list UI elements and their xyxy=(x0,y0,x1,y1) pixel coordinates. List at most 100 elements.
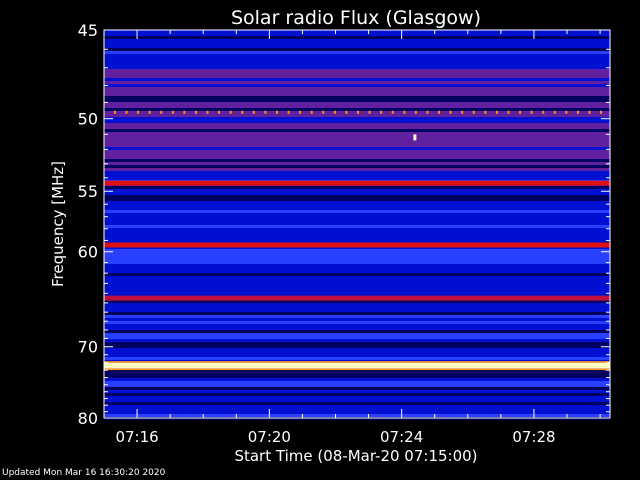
interference-dot xyxy=(229,110,232,114)
x-axis: 07:16 07:20 07:24 07:28 xyxy=(103,30,601,446)
heatmap-row xyxy=(104,150,610,153)
interference-dot xyxy=(495,110,498,114)
heatmap-row xyxy=(104,69,610,72)
heatmap-row xyxy=(104,132,610,135)
heatmap-row xyxy=(104,300,610,303)
heatmap-row xyxy=(104,186,610,189)
heatmap-row xyxy=(104,381,610,384)
heatmap-row xyxy=(104,252,610,255)
heatmap-row xyxy=(104,309,610,312)
heatmap-row xyxy=(104,228,610,231)
heatmap-row xyxy=(104,282,610,285)
heatmap-row xyxy=(104,219,610,222)
heatmap-row xyxy=(104,162,610,165)
heatmap-row xyxy=(104,144,610,147)
heatmap-row xyxy=(104,117,610,120)
heatmap-row xyxy=(104,54,610,57)
heatmap-row xyxy=(104,285,610,288)
heatmap-row xyxy=(104,135,610,138)
interference-dot xyxy=(357,110,359,114)
heatmap-row xyxy=(104,270,610,273)
interference-dot xyxy=(414,110,417,114)
heatmap-row xyxy=(104,57,610,60)
heatmap-row xyxy=(104,312,610,315)
heatmap-row xyxy=(104,246,610,249)
heatmap-row xyxy=(104,147,610,150)
heatmap-row xyxy=(104,273,610,276)
heatmap-row xyxy=(104,72,610,75)
heatmap-row xyxy=(104,168,610,171)
heatmap-row xyxy=(104,87,610,90)
heatmap-row xyxy=(104,114,610,117)
heatmap-row xyxy=(104,231,610,234)
interference-dot xyxy=(252,110,255,114)
y-tick-label: 45 xyxy=(78,21,98,40)
heatmap-row xyxy=(104,372,610,375)
interference-dot xyxy=(194,110,197,114)
heatmap-row xyxy=(104,288,610,291)
heatmap-row xyxy=(104,84,610,87)
x-tick-label: 07:20 xyxy=(248,428,291,446)
interference-dot xyxy=(287,110,290,114)
interference-dot xyxy=(218,110,221,114)
interference-dot xyxy=(449,110,452,114)
heatmap-row xyxy=(104,102,610,105)
interference-dot xyxy=(519,110,522,114)
heatmap-row xyxy=(104,264,610,267)
heatmap-row xyxy=(104,267,610,270)
heatmap-row xyxy=(104,33,610,36)
heatmap-row xyxy=(104,192,610,195)
interference-dot xyxy=(380,110,383,114)
interference-dot xyxy=(171,110,174,114)
y-tick-label: 60 xyxy=(78,243,98,262)
interference-dot xyxy=(137,110,140,114)
heatmap-row xyxy=(104,255,610,258)
interference-dot xyxy=(310,110,313,114)
emission-band xyxy=(104,180,610,186)
heatmap-row xyxy=(104,216,610,219)
heatmap-row xyxy=(104,78,610,81)
interference-dot xyxy=(345,110,348,114)
heatmap-row xyxy=(104,411,610,414)
heatmap-row xyxy=(104,375,610,378)
y-tick-label: 80 xyxy=(78,409,98,428)
heatmap-row xyxy=(104,108,610,111)
heatmap-row xyxy=(104,105,610,108)
heatmap-row xyxy=(104,378,610,381)
interference-dot xyxy=(530,110,533,114)
interference-dot xyxy=(148,110,151,114)
interference-dot xyxy=(507,110,510,114)
interference-dot xyxy=(472,110,475,114)
interference-dot xyxy=(403,110,406,114)
heatmap-row xyxy=(104,276,610,279)
heatmap-row xyxy=(104,258,610,261)
heatmap-row xyxy=(104,354,610,357)
heatmap-row xyxy=(104,294,610,297)
heatmap-row xyxy=(104,342,610,345)
interference-dot xyxy=(368,110,371,114)
heatmap-row xyxy=(104,393,610,396)
heatmap-row xyxy=(104,138,610,141)
interference-dot xyxy=(553,110,556,114)
heatmap-row xyxy=(104,39,610,42)
heatmap-row xyxy=(104,303,610,306)
heatmap-row xyxy=(104,318,610,321)
heatmap-row xyxy=(104,408,610,411)
heatmap-row xyxy=(104,48,610,51)
heatmap-row xyxy=(104,387,610,390)
updated-timestamp: Updated Mon Mar 16 16:30:20 2020 xyxy=(2,468,166,478)
interference-dot xyxy=(160,110,163,114)
heatmap-row xyxy=(104,51,610,54)
heatmap-row xyxy=(104,348,610,351)
heatmap-row xyxy=(104,402,610,405)
plot-frame xyxy=(103,29,611,419)
heatmap-row xyxy=(104,75,610,78)
interference-dot xyxy=(333,110,336,114)
heatmap-row xyxy=(104,369,610,372)
heatmap-row xyxy=(104,159,610,162)
heatmap-row xyxy=(104,306,610,309)
heatmap-row xyxy=(104,129,610,132)
heatmap-row xyxy=(104,333,610,336)
heatmap-row xyxy=(104,45,610,48)
